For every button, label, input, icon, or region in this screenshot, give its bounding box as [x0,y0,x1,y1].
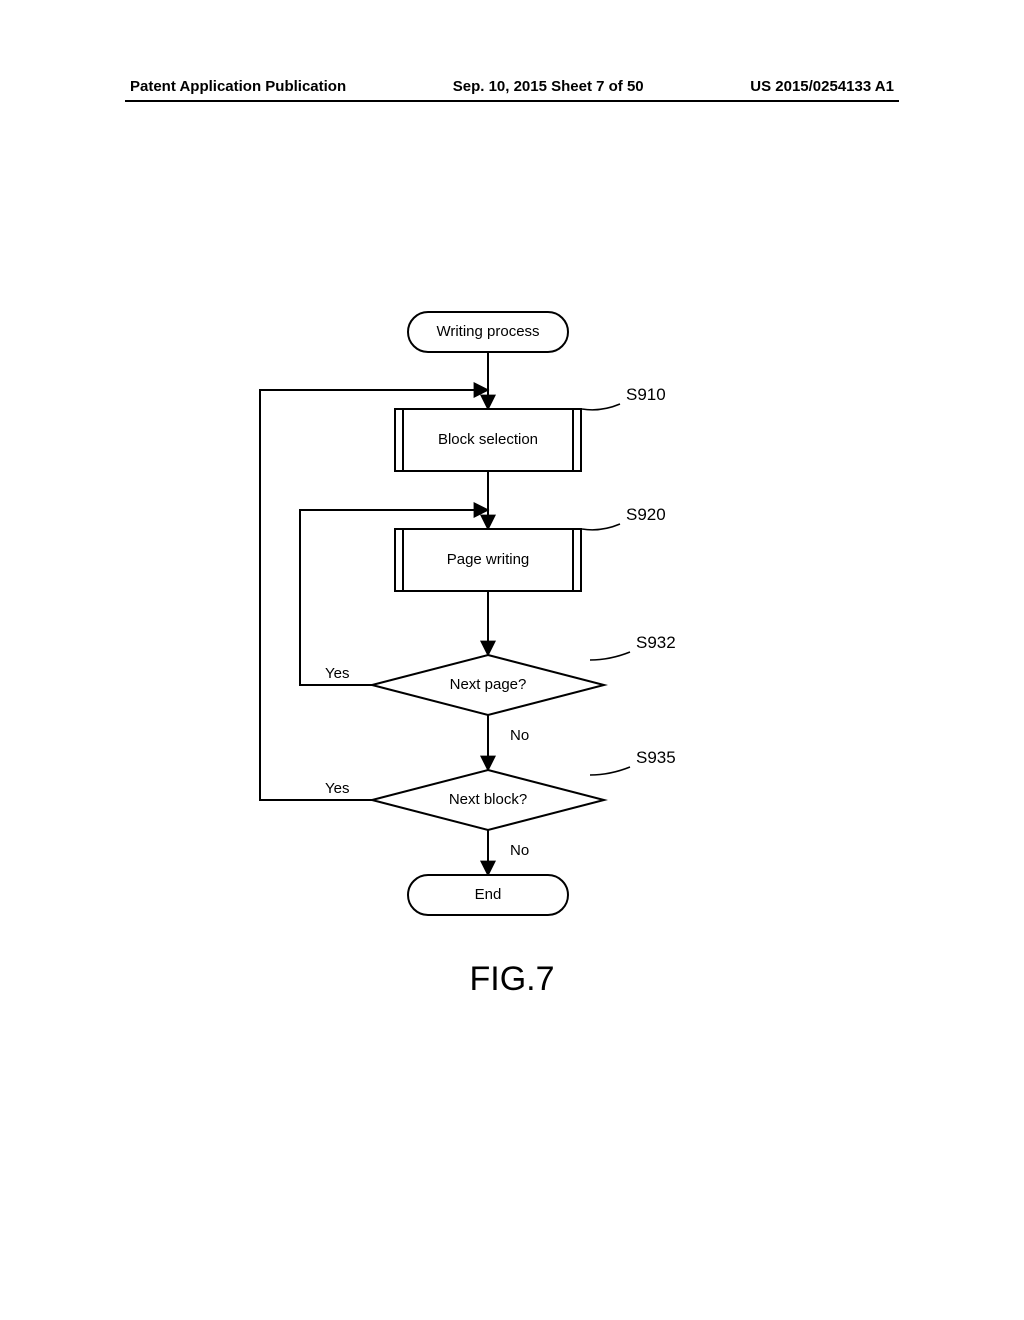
svg-text:Next block?: Next block? [449,791,527,808]
svg-text:S932: S932 [636,633,676,652]
header-center: Sep. 10, 2015 Sheet 7 of 50 [453,78,644,95]
node-s920: Page writing [395,529,581,591]
svg-text:No: No [510,727,529,744]
svg-text:No: No [510,842,529,859]
header-left: Patent Application Publication [130,78,346,95]
node-d935: Next block? [372,770,604,830]
page: Patent Application Publication Sep. 10, … [0,0,1024,1320]
svg-text:Block selection: Block selection [438,431,538,448]
page-header: Patent Application Publication Sep. 10, … [0,78,1024,95]
node-start: Writing process [408,312,568,352]
svg-text:S935: S935 [636,748,676,767]
svg-text:Writing process: Writing process [436,323,539,340]
node-d932: Next page? [372,655,604,715]
svg-text:Yes: Yes [325,780,349,797]
node-end: End [408,875,568,915]
svg-text:End: End [475,886,502,903]
header-right: US 2015/0254133 A1 [750,78,894,95]
header-rule [125,100,899,102]
node-s910: Block selection [395,409,581,471]
figure-caption: FIG.7 [469,960,554,999]
svg-text:Yes: Yes [325,665,349,682]
svg-text:Next page?: Next page? [450,676,527,693]
flowchart: No No Yes Yes S910 S920 S932 S935 Writing proces… [250,300,770,950]
svg-text:S920: S920 [626,505,666,524]
svg-text:S910: S910 [626,385,666,404]
svg-text:Page writing: Page writing [447,551,530,568]
